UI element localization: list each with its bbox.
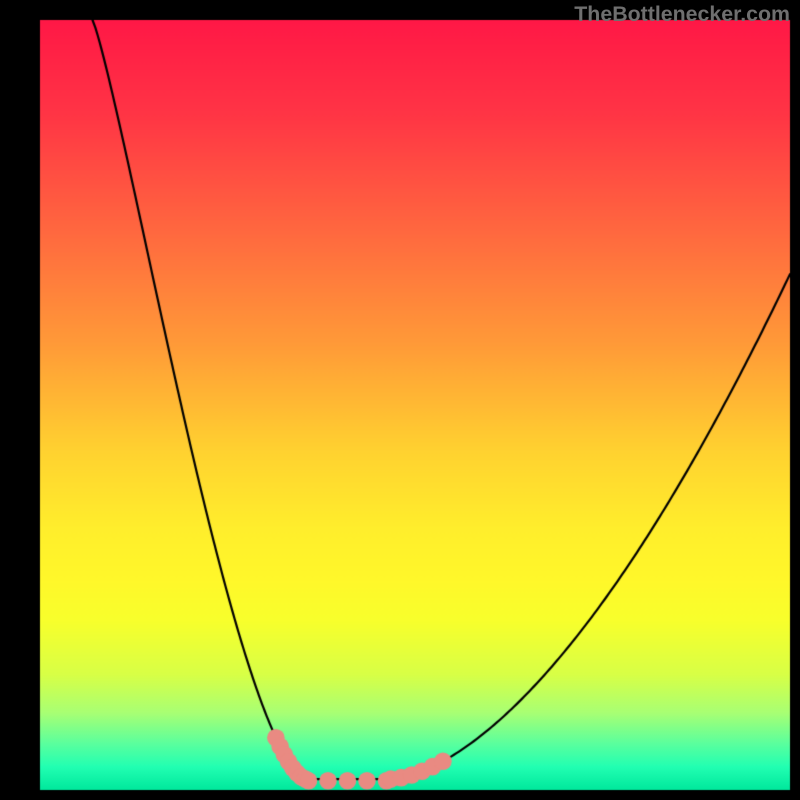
bottleneck-curve-chart [0,0,800,800]
watermark-text: TheBottlenecker.com [574,2,790,27]
chart-container: TheBottlenecker.com [0,0,800,800]
